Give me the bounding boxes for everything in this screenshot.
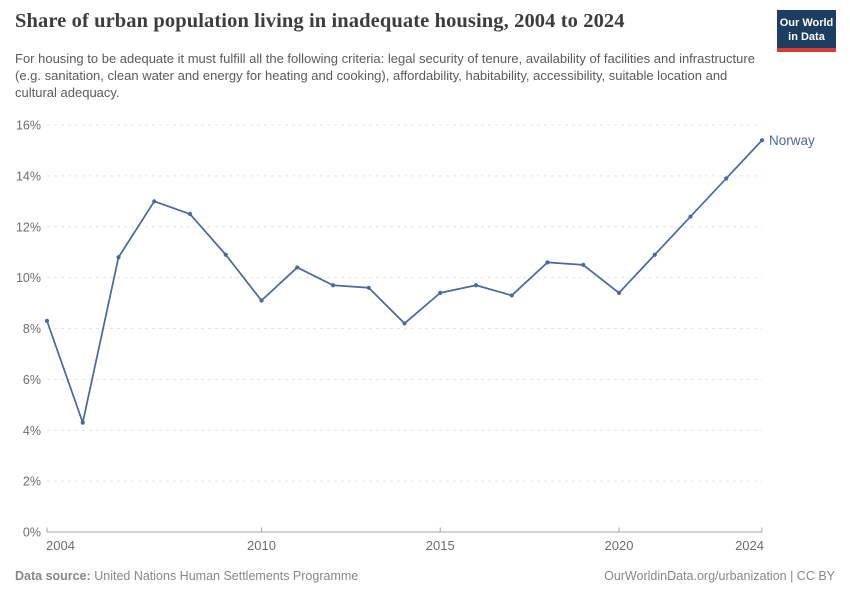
data-point-2012[interactable] — [330, 283, 336, 288]
data-source-text: United Nations Human Settlements Program… — [94, 569, 359, 583]
x-tick-label-2015: 2015 — [426, 538, 455, 553]
data-point-2015[interactable] — [438, 290, 443, 295]
y-tick-label-6: 6% — [23, 373, 41, 387]
data-point-2006[interactable] — [116, 255, 121, 260]
series-line-norway[interactable] — [46, 139, 763, 424]
data-point-2018[interactable] — [545, 260, 550, 265]
data-point-2017[interactable] — [509, 293, 514, 298]
data-point-2024[interactable] — [759, 138, 765, 143]
data-source: Data source: United Nations Human Settle… — [15, 569, 358, 583]
y-tick-label-14: 14% — [16, 169, 41, 183]
x-tick-label-2010: 2010 — [247, 538, 276, 553]
data-point-2011[interactable] — [295, 265, 300, 270]
data-point-2005[interactable] — [80, 420, 85, 425]
line-chart-svg[interactable]: 0% 2% 4% 6% 8% 10% 12% 14% 16% 2004 2010 2015 2020 20… — [0, 106, 850, 570]
data-point-2004[interactable] — [44, 318, 50, 323]
owid-logo-line2: in Data — [788, 31, 825, 44]
data-point-2023[interactable] — [724, 176, 729, 181]
y-tick-label-10: 10% — [16, 271, 41, 285]
data-point-2016[interactable] — [473, 283, 479, 288]
data-point-2009[interactable] — [223, 252, 228, 257]
data-point-2019[interactable] — [581, 262, 586, 268]
data-point-2022[interactable] — [688, 214, 693, 219]
data-point-2014[interactable] — [402, 321, 407, 326]
data-point-2008[interactable] — [187, 211, 193, 217]
y-tick-label-4: 4% — [23, 424, 41, 438]
x-tick-label-2024: 2024 — [735, 538, 764, 553]
data-point-2010[interactable] — [259, 298, 264, 303]
data-point-2020[interactable] — [616, 290, 622, 295]
y-tick-label-12: 12% — [16, 220, 41, 234]
y-tick-label-16: 16% — [16, 119, 41, 133]
y-tick-label-0: 0% — [23, 526, 41, 540]
owid-logo-line1: Our World — [779, 17, 834, 29]
chart-container: 0% 2% 4% 6% 8% 10% 12% 14% 16% 2004 2010 2015 2020 20… — [0, 106, 850, 570]
data-source-label: Data source: — [15, 569, 91, 583]
x-tick-label-2020: 2020 — [605, 538, 634, 553]
owid-logo[interactable]: Our World in Data — [777, 10, 836, 52]
x-tick-label-2004: 2004 — [46, 538, 75, 553]
y-tick-label-8: 8% — [23, 322, 41, 336]
page-title: Share of urban population living in inad… — [15, 10, 625, 32]
chart-subtitle: For housing to be adequate it must fulfi… — [15, 51, 755, 101]
data-point-2021[interactable] — [652, 252, 657, 257]
chart-footer: Data source: United Nations Human Settle… — [15, 569, 835, 583]
data-point-2007[interactable] — [152, 199, 157, 204]
y-tick-label-2: 2% — [23, 475, 41, 489]
attribution-link[interactable]: OurWorldinData.org/urbanization | CC BY — [604, 569, 835, 583]
data-point-2013[interactable] — [366, 285, 371, 290]
series-end-label[interactable]: Norway — [769, 133, 815, 148]
